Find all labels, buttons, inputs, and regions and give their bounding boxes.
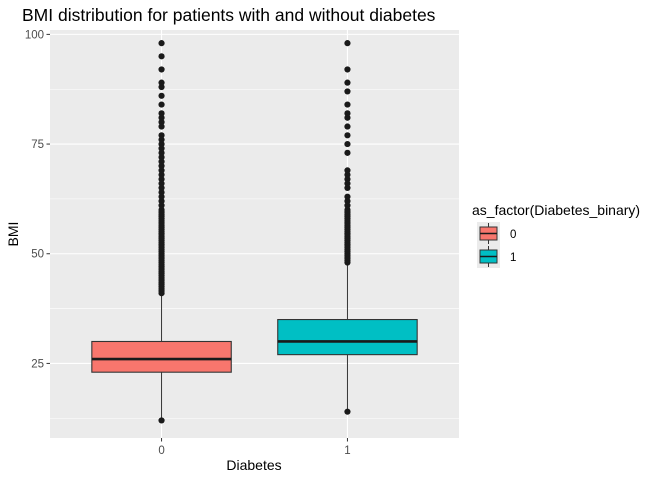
y-axis-title: BMI <box>5 222 21 247</box>
legend-item-1: 1 <box>477 245 516 268</box>
outlier-point <box>344 114 351 121</box>
outlier-point <box>158 202 165 209</box>
outlier-point <box>158 83 165 91</box>
outlier-point <box>344 140 351 148</box>
outlier-point <box>158 40 165 47</box>
outlier-point <box>344 132 351 139</box>
outlier-point <box>344 101 351 108</box>
outlier-point <box>158 171 165 178</box>
box-group-0 <box>91 40 232 424</box>
outlier-point <box>158 110 165 117</box>
outlier-point <box>158 176 165 183</box>
y-tick-label: 50 <box>31 249 44 261</box>
y-tick-labels: 25 50 75 100 <box>25 29 44 370</box>
outlier-point <box>158 189 165 196</box>
y-tick-label: 100 <box>25 29 44 41</box>
outlier-point <box>158 79 165 86</box>
x-tick-label: 1 <box>344 445 350 457</box>
outlier-point <box>158 66 165 73</box>
outlier-point <box>344 206 351 213</box>
outlier-point <box>344 79 351 86</box>
plot-panel <box>50 30 459 438</box>
outlier-point <box>344 88 351 95</box>
outlier-point <box>344 40 351 47</box>
outlier-point <box>158 101 165 108</box>
iqr-box <box>91 340 232 373</box>
outlier-point <box>344 184 351 192</box>
box-series <box>91 40 418 424</box>
outlier-point <box>158 149 165 156</box>
x-tick-label: 0 <box>158 445 164 457</box>
outlier-point <box>158 92 165 99</box>
legend-label: 1 <box>510 252 516 264</box>
minor-gridlines <box>50 88 459 419</box>
outlier-point <box>344 123 351 130</box>
outlier-point <box>158 132 165 139</box>
legend-item-0: 0 <box>477 222 516 245</box>
outlier-point <box>158 154 165 161</box>
iqr-box <box>277 318 418 356</box>
outlier-point <box>158 162 165 170</box>
outlier-point <box>158 158 165 165</box>
outlier-point <box>158 180 165 187</box>
outlier-point <box>158 184 165 192</box>
box-group-1 <box>277 40 418 415</box>
outlier-point <box>158 53 165 60</box>
y-tick-label: 25 <box>31 358 44 370</box>
legend-label: 0 <box>510 229 516 241</box>
outlier-point <box>158 114 165 121</box>
outlier-point <box>158 167 165 174</box>
axis-ticks <box>46 33 348 442</box>
outlier-point <box>344 171 351 178</box>
outlier-point <box>344 193 351 200</box>
outlier-point <box>344 149 351 156</box>
outlier-point <box>344 202 351 209</box>
legend-title: as_factor(Diabetes_binary) <box>472 202 640 218</box>
x-axis-title: Diabetes <box>226 457 281 473</box>
outlier-point <box>158 140 165 148</box>
outlier-point <box>158 136 165 143</box>
outlier-point <box>158 206 165 213</box>
outlier-point <box>344 408 351 415</box>
outlier-point <box>344 110 351 117</box>
y-tick-label: 75 <box>31 139 44 151</box>
outlier-point <box>344 180 351 187</box>
outlier-point <box>344 176 351 183</box>
outlier-point <box>158 417 165 424</box>
outlier-point <box>158 145 165 152</box>
outlier-point <box>344 66 351 73</box>
outlier-point <box>158 123 165 130</box>
chart-title: BMI distribution for patients with and w… <box>22 5 436 25</box>
outlier-point <box>344 167 351 174</box>
outlier-point <box>344 197 351 205</box>
legend: 01 <box>477 222 516 268</box>
outlier-point <box>158 197 165 205</box>
outlier-point <box>158 119 165 126</box>
outlier-point <box>158 193 165 200</box>
